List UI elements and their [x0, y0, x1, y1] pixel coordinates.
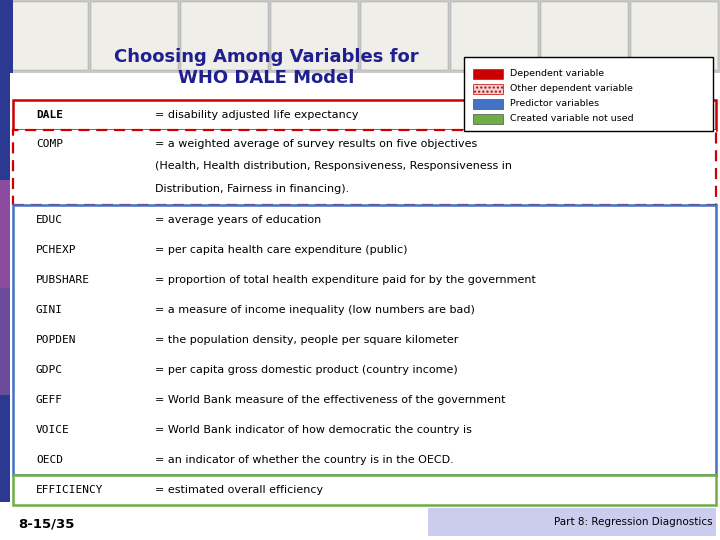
Text: EFFICIENCY: EFFICIENCY — [36, 485, 104, 495]
Text: Distribution, Fairness in financing).: Distribution, Fairness in financing). — [155, 184, 349, 194]
Bar — [0, 0, 720, 73]
Text: GEFF: GEFF — [36, 395, 63, 405]
Text: POPDEN: POPDEN — [36, 335, 76, 345]
Text: COMP: COMP — [36, 139, 63, 148]
Bar — [473, 69, 503, 79]
Text: GINI: GINI — [36, 305, 63, 315]
Text: Dependent variable: Dependent variable — [510, 70, 605, 78]
Text: DALE: DALE — [36, 110, 63, 120]
Bar — [271, 2, 358, 70]
Text: = average years of education: = average years of education — [155, 215, 321, 225]
Bar — [541, 2, 628, 70]
Bar — [464, 57, 713, 131]
Bar — [0, 73, 10, 180]
Text: VOICE: VOICE — [36, 425, 70, 435]
Bar — [361, 2, 448, 70]
Text: = per capita gross domestic product (country income): = per capita gross domestic product (cou… — [155, 365, 457, 375]
Text: GDPC: GDPC — [36, 365, 63, 375]
Text: WHO DALE Model: WHO DALE Model — [179, 69, 354, 87]
Text: PCHEXP: PCHEXP — [36, 245, 76, 255]
Text: (Health, Health distribution, Responsiveness, Responsiveness in: (Health, Health distribution, Responsive… — [155, 161, 512, 171]
Text: Part 8: Regression Diagnostics: Part 8: Regression Diagnostics — [554, 517, 713, 526]
Bar — [13, 205, 716, 475]
Bar — [0, 0, 13, 73]
Text: 8-15/35: 8-15/35 — [18, 517, 74, 530]
Text: Created variable not used: Created variable not used — [510, 114, 634, 123]
Bar — [473, 113, 503, 124]
Text: OECD: OECD — [36, 455, 63, 465]
Bar — [428, 508, 716, 536]
Bar — [0, 287, 10, 395]
Text: = proportion of total health expenditure paid for by the government: = proportion of total health expenditure… — [155, 275, 536, 285]
Text: Predictor variables: Predictor variables — [510, 99, 600, 109]
Text: PUBSHARE: PUBSHARE — [36, 275, 90, 285]
Text: = a weighted average of survey results on five objectives: = a weighted average of survey results o… — [155, 139, 477, 148]
Text: Other dependent variable: Other dependent variable — [510, 84, 634, 93]
Bar — [0, 395, 10, 502]
Text: = estimated overall efficiency: = estimated overall efficiency — [155, 485, 323, 495]
Text: EDUC: EDUC — [36, 215, 63, 225]
Text: = a measure of income inequality (low numbers are bad): = a measure of income inequality (low nu… — [155, 305, 474, 315]
Bar — [13, 100, 716, 130]
Text: Choosing Among Variables for: Choosing Among Variables for — [114, 48, 419, 66]
Text: = World Bank measure of the effectiveness of the government: = World Bank measure of the effectivenes… — [155, 395, 505, 405]
Text: = World Bank indicator of how democratic the country is: = World Bank indicator of how democratic… — [155, 425, 472, 435]
Text: = an indicator of whether the country is in the OECD.: = an indicator of whether the country is… — [155, 455, 454, 465]
Bar — [631, 2, 718, 70]
Bar — [91, 2, 178, 70]
Bar — [473, 84, 503, 94]
Bar — [451, 2, 538, 70]
Text: = the population density, people per square kilometer: = the population density, people per squ… — [155, 335, 458, 345]
Bar — [181, 2, 268, 70]
Text: = per capita health care expenditure (public): = per capita health care expenditure (pu… — [155, 245, 408, 255]
Text: = disability adjusted life expectancy: = disability adjusted life expectancy — [155, 110, 359, 120]
Bar — [13, 475, 716, 505]
Bar — [1, 2, 88, 70]
Bar — [0, 180, 10, 287]
Bar — [13, 130, 716, 205]
Bar — [473, 99, 503, 109]
